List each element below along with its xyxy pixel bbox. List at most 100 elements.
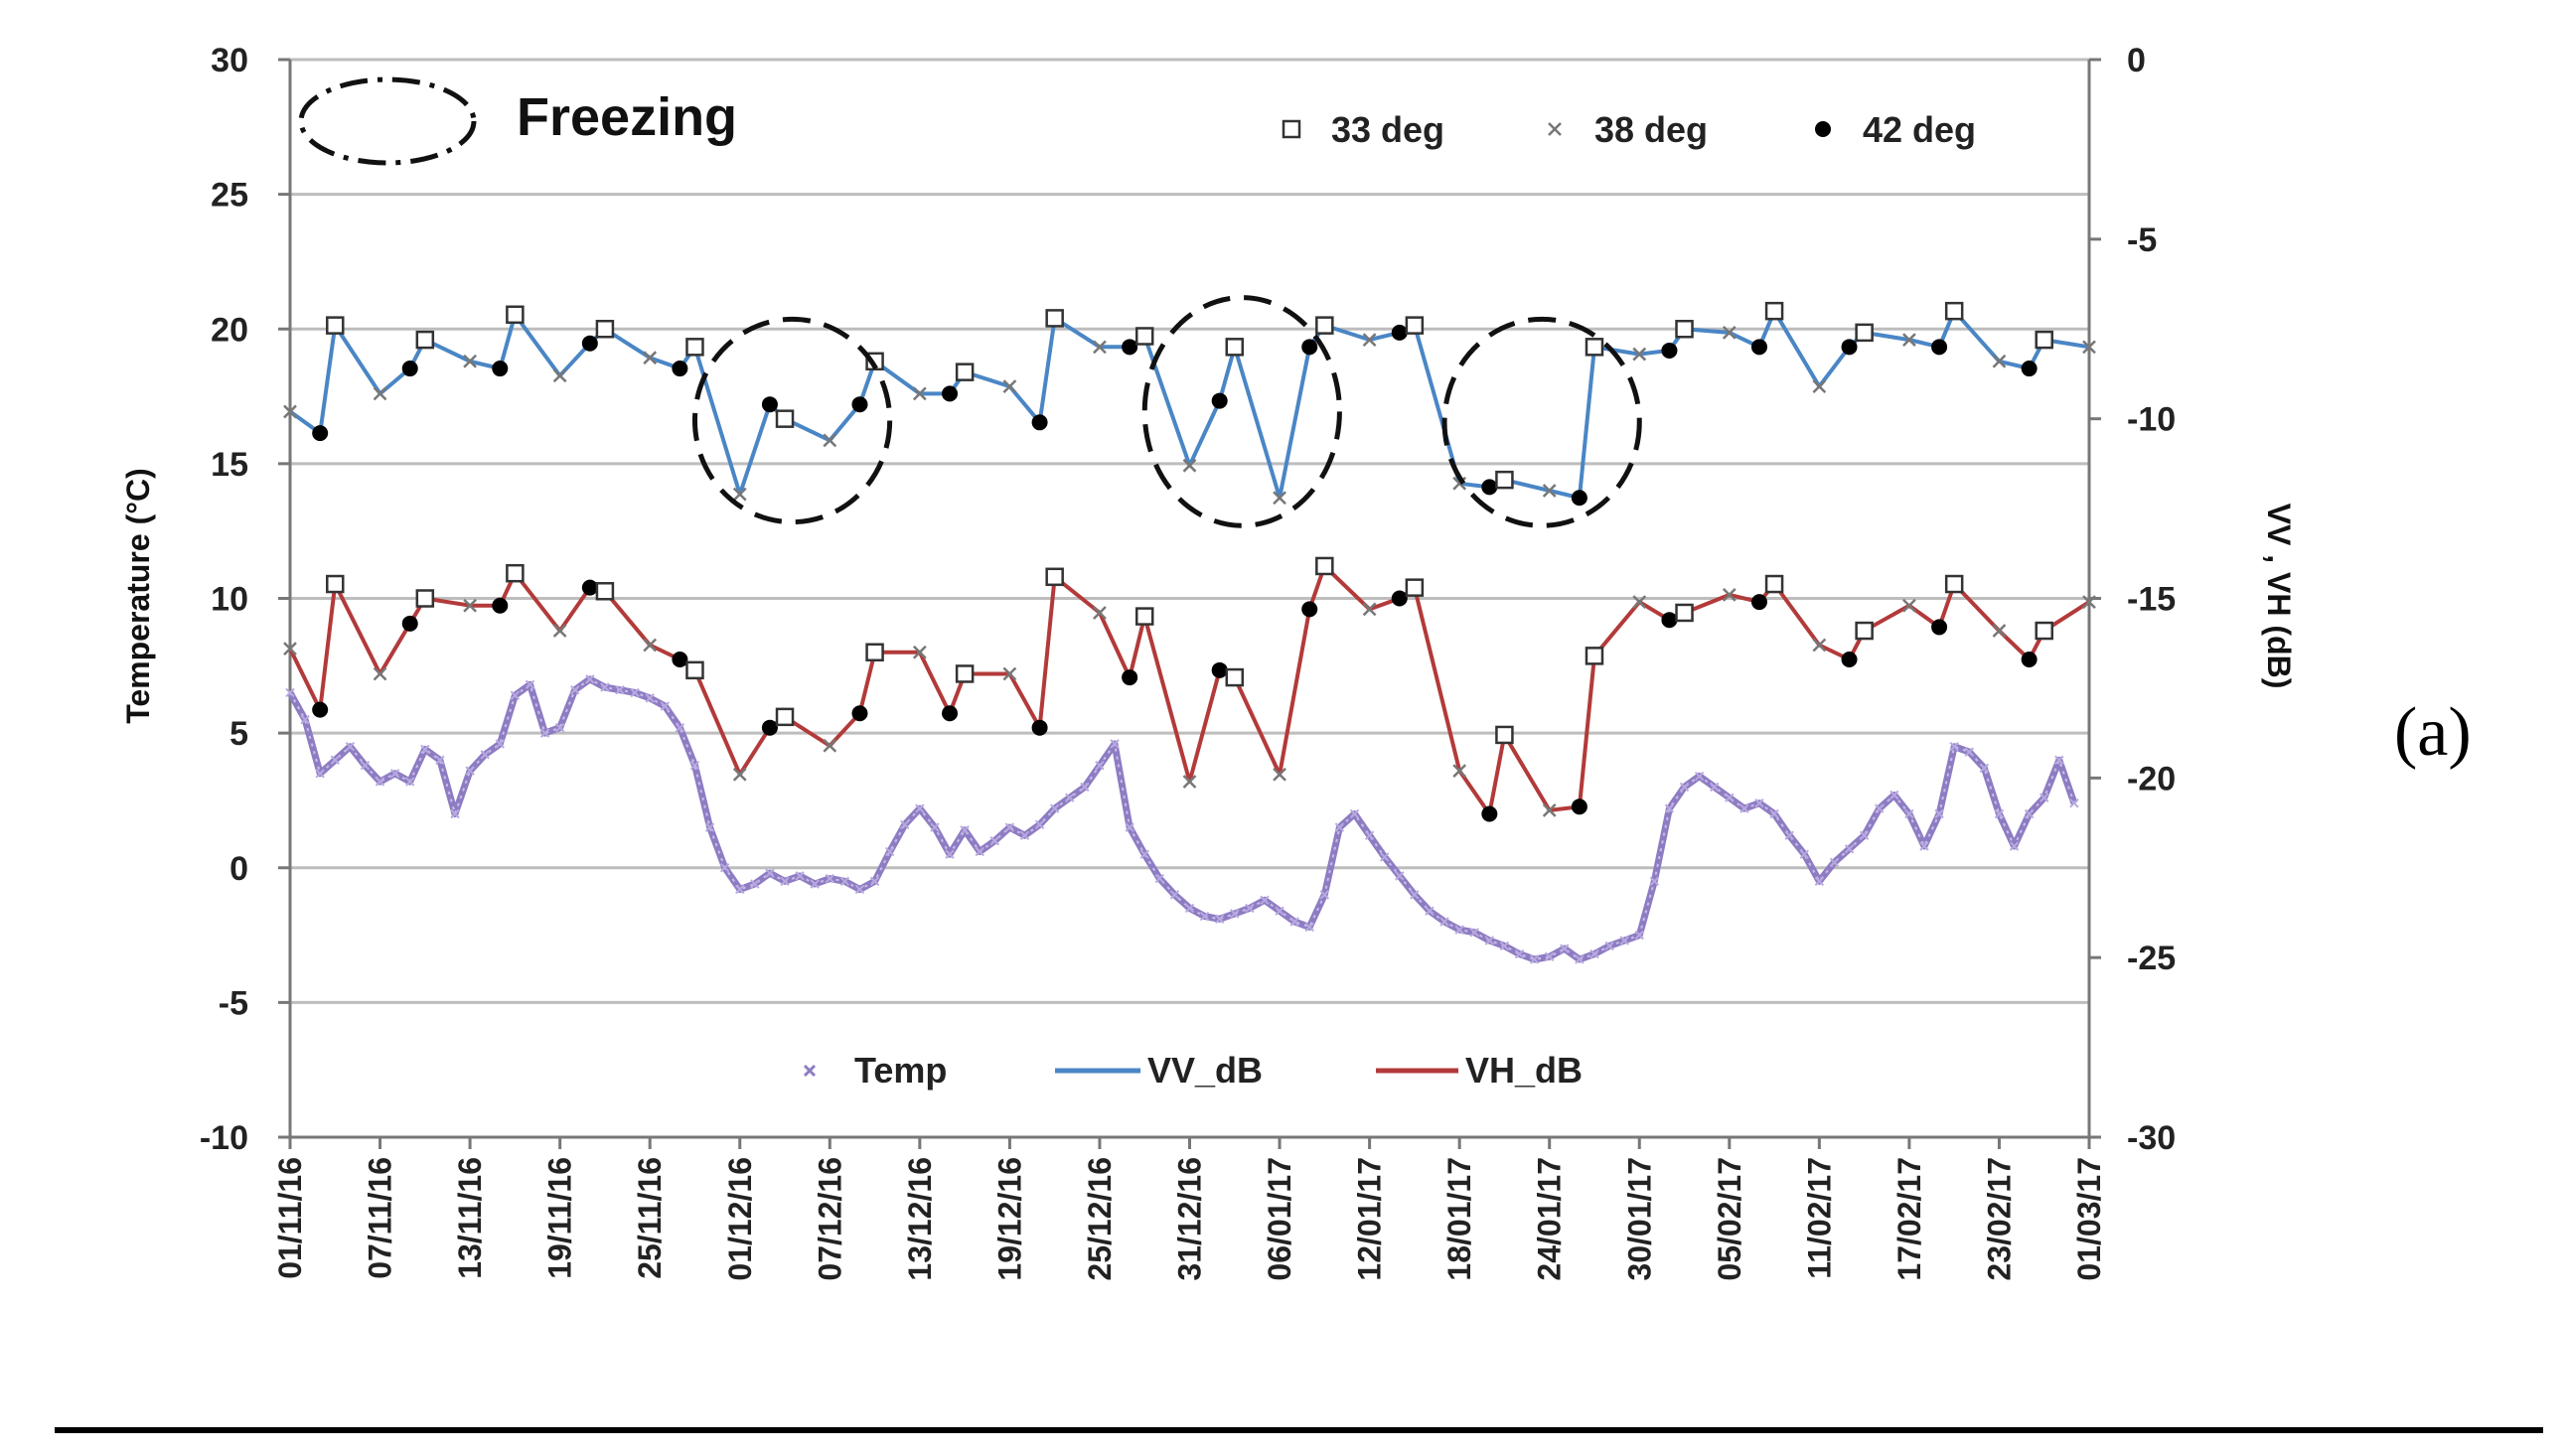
temp-point: [1364, 830, 1375, 840]
temp-point: [1799, 849, 1809, 859]
temp-point: [2054, 755, 2064, 765]
x-tick-label: 23/02/17: [1981, 1157, 2017, 1281]
vh-point: [552, 624, 567, 638]
vv-point: [595, 320, 615, 339]
vh-point: [955, 664, 975, 683]
temp-point: [1154, 873, 1165, 884]
vh-point: [492, 597, 509, 614]
temp-point: [1679, 782, 1690, 793]
vh-point: [1405, 578, 1425, 597]
gridlines: [290, 58, 2089, 1004]
temp-point: [1439, 917, 1449, 927]
x-tick-label: 01/11/16: [272, 1157, 308, 1279]
x-tick-label: 05/02/17: [1712, 1157, 1747, 1281]
temp-point: [1110, 739, 1120, 749]
vh-point: [463, 598, 477, 613]
temp-point: [539, 728, 550, 738]
marker-legend-symbol: [1282, 119, 1301, 139]
vv-point: [1211, 392, 1228, 409]
temp-point: [1754, 798, 1764, 808]
temp-point: [1619, 936, 1629, 946]
temp-point: [1080, 782, 1090, 793]
vv-point: [552, 368, 567, 383]
vh-point: [1542, 802, 1557, 817]
temp-series: [285, 674, 2079, 964]
vh-point: [1122, 669, 1138, 686]
vv-point: [1362, 333, 1377, 347]
vh-point: [2021, 651, 2038, 667]
temp-point: [1604, 941, 1614, 951]
vh-point: [1301, 601, 1318, 618]
temp-point: [420, 744, 430, 755]
temp-point: [1784, 830, 1794, 840]
temp-point: [285, 687, 295, 698]
vh-point: [732, 767, 747, 782]
temp-point: [345, 741, 356, 752]
left-tick-label: 30: [211, 42, 248, 79]
marker-legend-label: 42 deg: [1863, 109, 1976, 150]
temp-point: [480, 750, 490, 760]
legend-temp-symbol: [803, 1064, 817, 1078]
vv-point: [851, 396, 868, 413]
vh-point: [581, 579, 598, 596]
left-tick-label: 10: [211, 581, 248, 619]
temp-point: [989, 835, 1000, 846]
temp-point: [1844, 844, 1855, 854]
temp-point: [615, 685, 625, 695]
temp-point: [1649, 876, 1660, 887]
vv-point: [1182, 458, 1197, 473]
vv-point: [1931, 339, 1948, 356]
vv-point: [2021, 361, 2038, 377]
temp-point: [1019, 830, 1030, 840]
temp-point: [1349, 808, 1360, 819]
temp-point: [810, 879, 820, 889]
marker-legend-label: 38 deg: [1594, 109, 1708, 150]
temp-point: [465, 766, 475, 776]
temp-point: [1395, 871, 1405, 881]
vh-point: [1481, 805, 1498, 822]
temp-point: [1334, 822, 1345, 832]
temp-point: [1469, 928, 1479, 938]
temp-point: [585, 674, 595, 684]
vv-point: [506, 305, 525, 325]
vv-point: [1812, 379, 1827, 394]
vv-point: [1661, 342, 1678, 359]
vv-point: [1301, 339, 1318, 356]
vv-point: [1675, 320, 1694, 339]
temp-point: [2009, 841, 2020, 851]
vh-point: [506, 563, 525, 583]
vh-point: [865, 643, 884, 661]
vh-point: [1182, 775, 1197, 789]
vh-point: [1812, 638, 1827, 653]
temp-point: [495, 739, 505, 749]
temp-point: [1575, 954, 1585, 964]
temp-point: [1725, 793, 1735, 802]
vv-point: [492, 361, 509, 377]
temp-point: [1125, 822, 1134, 832]
temp-line: [286, 675, 2078, 963]
vh-point: [672, 651, 688, 667]
x-tick-label: 07/12/16: [812, 1157, 847, 1281]
vv-point: [1944, 301, 1964, 321]
vh-point: [1632, 595, 1647, 610]
temp-point: [1934, 808, 1944, 819]
temp-point: [1214, 914, 1225, 924]
temp-point: [510, 690, 521, 700]
temp-point: [1514, 948, 1525, 959]
temp-point: [1245, 903, 1255, 914]
temp-point: [930, 822, 940, 832]
vv-point: [1542, 484, 1557, 498]
vv-point: [1585, 338, 1604, 357]
panel-label: (a): [2394, 694, 2472, 771]
vv-series: [283, 301, 2096, 507]
temp-point: [1544, 951, 1555, 961]
right-axis-title: VV , VH (dB): [2261, 504, 2297, 689]
right-tick-label: -10: [2127, 401, 2176, 439]
vh-point: [1093, 606, 1107, 620]
vv-point: [643, 351, 658, 365]
vv-point: [1481, 479, 1498, 496]
temp-point: [1004, 822, 1015, 832]
temp-point: [1379, 852, 1390, 862]
vh-point: [1675, 603, 1694, 623]
